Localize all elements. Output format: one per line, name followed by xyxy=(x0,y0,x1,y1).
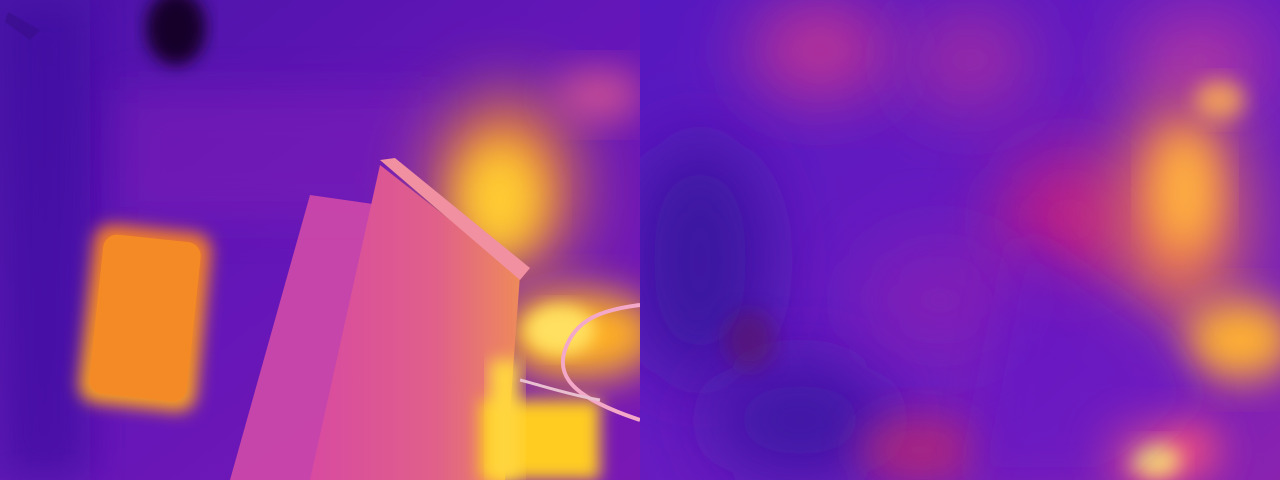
thermal-image-right xyxy=(640,0,1280,480)
thermal-image-left xyxy=(0,0,640,480)
